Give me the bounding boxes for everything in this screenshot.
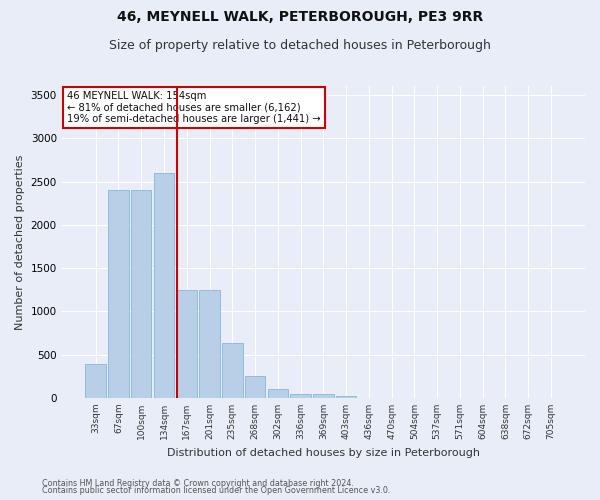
Bar [154,173,174,398]
Bar [131,190,151,398]
Bar [245,376,265,398]
Bar [336,396,356,398]
Bar [313,394,334,398]
X-axis label: Distribution of detached houses by size in Peterborough: Distribution of detached houses by size … [167,448,480,458]
Bar [85,364,106,398]
Text: Size of property relative to detached houses in Peterborough: Size of property relative to detached ho… [109,39,491,52]
Bar [176,290,197,398]
Text: 46 MEYNELL WALK: 154sqm
← 81% of detached houses are smaller (6,162)
19% of semi: 46 MEYNELL WALK: 154sqm ← 81% of detache… [67,91,320,124]
Y-axis label: Number of detached properties: Number of detached properties [15,154,25,330]
Text: Contains HM Land Registry data © Crown copyright and database right 2024.: Contains HM Land Registry data © Crown c… [42,478,354,488]
Text: Contains public sector information licensed under the Open Government Licence v3: Contains public sector information licen… [42,486,391,495]
Bar [222,342,242,398]
Bar [108,190,129,398]
Text: 46, MEYNELL WALK, PETERBOROUGH, PE3 9RR: 46, MEYNELL WALK, PETERBOROUGH, PE3 9RR [117,10,483,24]
Bar [290,394,311,398]
Bar [199,290,220,398]
Bar [268,390,288,398]
